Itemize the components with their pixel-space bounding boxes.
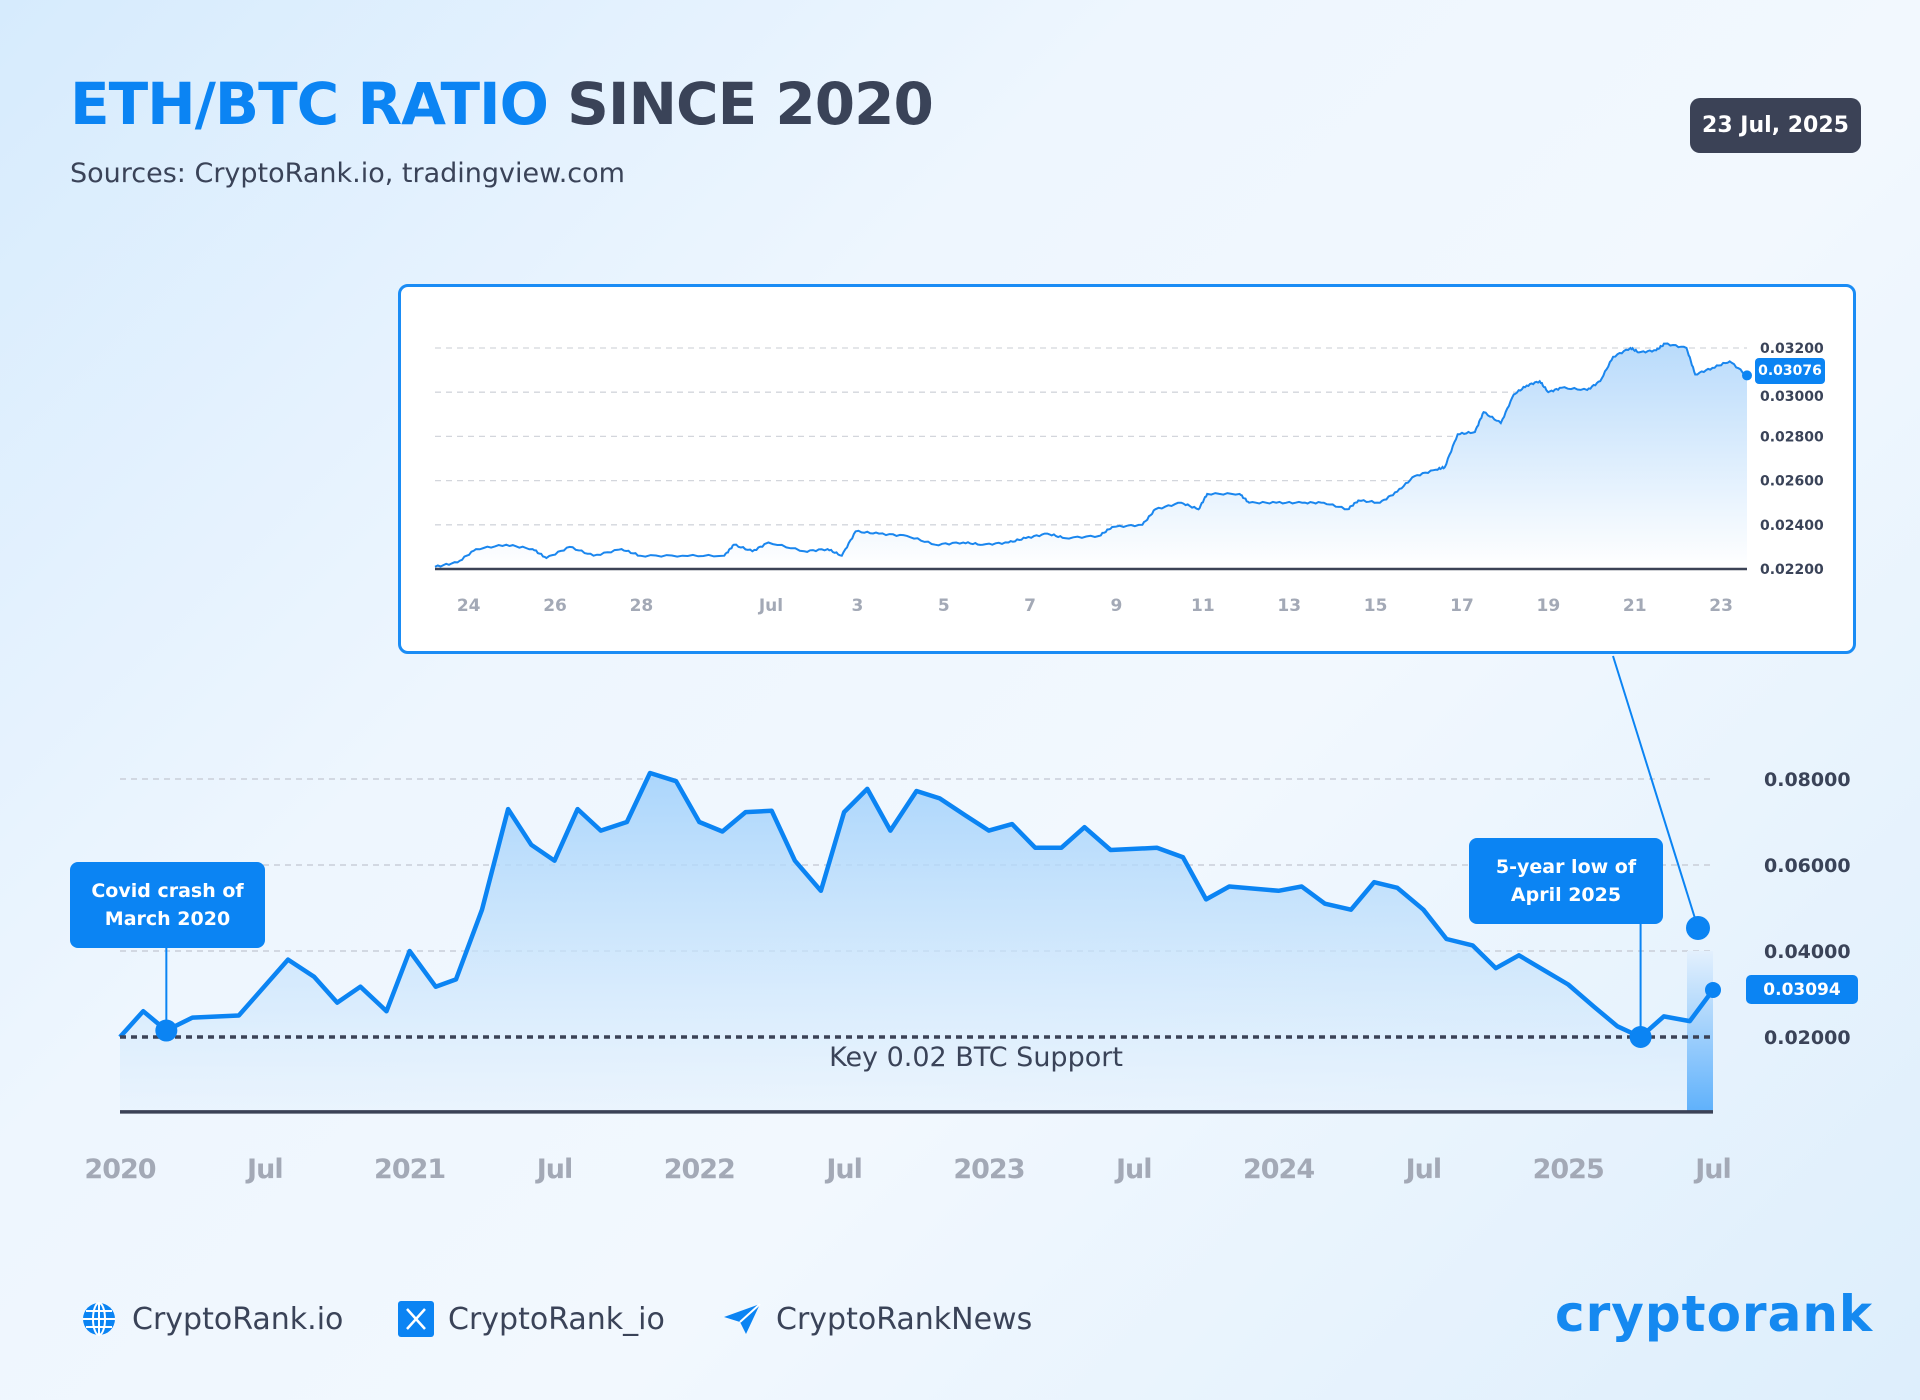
x-tick-label: 2025 xyxy=(1533,1154,1604,1185)
current-value-badge: 0.03094 xyxy=(1746,975,1858,1004)
footer-telegram-label: CryptoRankNews xyxy=(776,1301,1033,1337)
annotation-line: Covid crash of xyxy=(91,880,244,902)
x-tick-label: 2020 xyxy=(84,1154,155,1185)
main-chart: 0.08000 0.06000 0.04000 0.02000 2020 Jul 2021 J… xyxy=(84,655,1851,1185)
inset-connector-dot xyxy=(1686,916,1710,940)
y-tick-label: 0.04000 xyxy=(1764,941,1851,963)
highlight-bar xyxy=(1687,951,1713,1112)
date-badge: 23 Jul, 2025 xyxy=(1690,98,1861,153)
inset-current-value-badge: 0.03076 xyxy=(1755,358,1825,384)
globe-icon xyxy=(83,1302,115,1336)
x-tick-label: 9 xyxy=(1111,596,1123,616)
annotation-5-year-low: 5-year low of April 2025 xyxy=(1469,838,1663,924)
x-tick-label: 26 xyxy=(543,596,567,616)
x-tick-label: 2023 xyxy=(953,1154,1024,1185)
telegram-icon xyxy=(724,1303,761,1334)
x-tick-label: 21 xyxy=(1623,596,1647,616)
x-logo-icon xyxy=(398,1301,434,1337)
x-tick-label: Jul xyxy=(535,1154,573,1185)
annotation-point xyxy=(155,1019,178,1042)
y-tick-label: 0.02800 xyxy=(1760,429,1824,445)
series-line xyxy=(118,770,1715,1040)
x-tick-label: Jul xyxy=(1404,1154,1442,1185)
inset-connector xyxy=(1612,655,1699,929)
x-tick-label: 24 xyxy=(457,596,481,616)
x-tick-label: 7 xyxy=(1024,596,1036,616)
x-tick-label: 2022 xyxy=(664,1154,735,1185)
area-fill xyxy=(435,343,1747,569)
x-tick-label: Jul xyxy=(245,1154,283,1185)
annotation-point xyxy=(1629,1026,1652,1048)
annotation-line: April 2025 xyxy=(1510,884,1622,906)
y-tick-label: 0.02600 xyxy=(1760,474,1824,490)
x-tick-label: 3 xyxy=(851,596,863,616)
area-fill xyxy=(120,773,1713,1112)
x-tick-label: 11 xyxy=(1191,596,1215,616)
x-tick-label: 23 xyxy=(1709,596,1733,616)
y-tick-label: 0.03000 xyxy=(1760,389,1824,405)
x-tick-label: Jul xyxy=(758,596,783,616)
y-tick-label: 0.03200 xyxy=(1760,341,1824,357)
footer-x-label: CryptoRank_io xyxy=(448,1301,665,1337)
x-tick-label: 2021 xyxy=(374,1154,445,1185)
page-title: ETH/BTC RATIO SINCE 2020 xyxy=(70,70,934,138)
current-value-point xyxy=(1742,370,1752,381)
title-rest: SINCE 2020 xyxy=(567,70,934,138)
y-tick-label: 0.02400 xyxy=(1760,518,1824,534)
y-tick-label: 0.08000 xyxy=(1764,769,1851,791)
sources-subtitle: Sources: CryptoRank.io, tradingview.com xyxy=(70,158,625,189)
x-tick-label: Jul xyxy=(824,1154,862,1185)
x-tick-label: 15 xyxy=(1364,596,1388,616)
x-tick-label: Jul xyxy=(1114,1154,1152,1185)
y-tick-label: 0.02200 xyxy=(1760,562,1824,578)
x-tick-label: 19 xyxy=(1537,596,1561,616)
title-accent: ETH/BTC RATIO xyxy=(70,70,549,138)
x-tick-label: 2024 xyxy=(1243,1154,1314,1185)
x-tick-label: 13 xyxy=(1277,596,1301,616)
footer-website-link[interactable]: CryptoRank.io xyxy=(80,1298,343,1340)
footer-website-label: CryptoRank.io xyxy=(132,1301,344,1337)
x-tick-label: 28 xyxy=(630,596,654,616)
inset-chart: 0.03200 0.03000 0.02800 0.02600 0.02400 0.022… xyxy=(434,341,1824,616)
x-tick-label: 5 xyxy=(938,596,950,616)
x-tick-label: 17 xyxy=(1450,596,1474,616)
annotation-line: March 2020 xyxy=(104,908,231,930)
annotation-line: 5-year low of xyxy=(1495,856,1637,878)
current-value-point xyxy=(1705,981,1721,998)
series-line xyxy=(434,342,1748,568)
annotation-covid-crash: Covid crash of March 2020 xyxy=(70,862,265,948)
footer-x-link[interactable]: CryptoRank_io xyxy=(398,1298,665,1340)
cryptorank-logo: cryptorank xyxy=(1555,1285,1874,1343)
y-tick-label: 0.02000 xyxy=(1764,1027,1851,1049)
footer-telegram-link[interactable]: CryptoRankNews xyxy=(722,1298,1032,1340)
x-tick-label: Jul xyxy=(1693,1154,1731,1185)
y-tick-label: 0.06000 xyxy=(1764,855,1851,877)
support-label: Key 0.02 BTC Support xyxy=(829,1042,1123,1073)
